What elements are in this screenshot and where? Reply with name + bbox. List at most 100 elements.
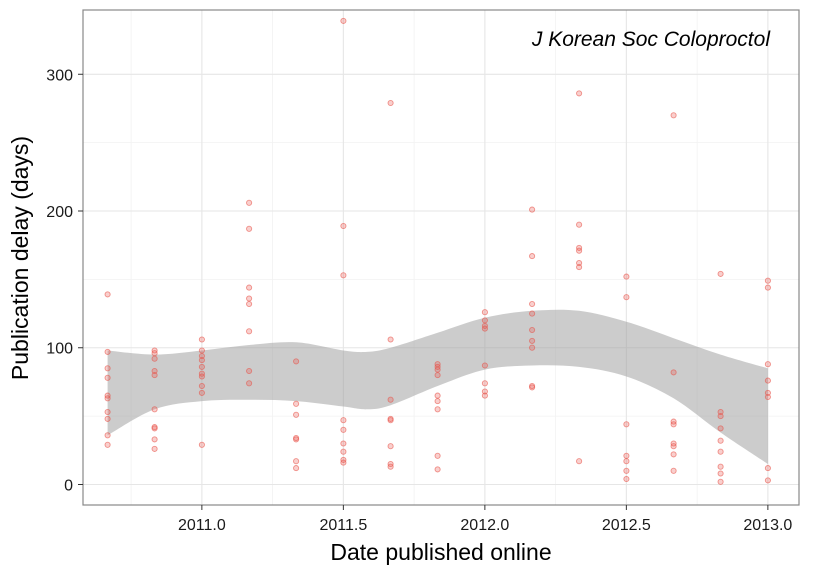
data-point (434, 406, 441, 413)
data-point (717, 463, 724, 470)
data-point (764, 377, 771, 384)
data-point (717, 413, 724, 420)
data-point (529, 310, 536, 317)
data-point (717, 448, 724, 455)
data-point (764, 361, 771, 368)
data-point (670, 421, 677, 428)
data-point (151, 367, 158, 375)
data-point (529, 344, 536, 351)
data-point (198, 336, 205, 343)
data-point (340, 17, 347, 24)
y-tick-label: 300 (46, 67, 73, 84)
data-point (246, 284, 253, 291)
data-point (717, 470, 724, 477)
data-point (151, 436, 158, 443)
data-point (151, 445, 158, 452)
data-point (717, 270, 724, 277)
data-point (529, 253, 536, 260)
plot-border (82, 9, 800, 506)
data-point (387, 463, 394, 470)
data-point (151, 406, 158, 413)
data-point (387, 396, 394, 403)
data-point (198, 352, 205, 360)
data-point (104, 348, 111, 355)
data-point (529, 384, 536, 391)
data-point (529, 206, 536, 213)
x-axis: 2011.0 2011.5 2012.0 2012.5 2013.0 (178, 505, 792, 534)
data-point (246, 199, 253, 206)
data-point (481, 309, 488, 316)
confidence-band (107, 309, 768, 464)
data-point (434, 466, 441, 473)
data-point (198, 441, 205, 448)
y-tick-label: 100 (46, 341, 73, 358)
data-point (198, 373, 205, 380)
data-point (340, 459, 347, 466)
data-point (576, 221, 583, 228)
data-point (434, 372, 441, 379)
data-point (293, 358, 300, 365)
data-point (481, 388, 488, 395)
data-point (481, 392, 488, 399)
data-point (340, 417, 347, 424)
data-point (293, 400, 300, 407)
plot-panel (83, 10, 799, 505)
data-point (481, 317, 488, 324)
data-point (387, 336, 394, 343)
x-axis-title: Date published online (330, 539, 551, 565)
data-point (670, 443, 677, 450)
data-point (340, 222, 347, 230)
data-point (293, 436, 300, 443)
data-point (529, 300, 536, 308)
data-point (434, 452, 441, 459)
data-point (764, 477, 771, 484)
data-point (387, 443, 394, 450)
x-tick-label: 2012.0 (460, 517, 509, 534)
data-point (623, 452, 630, 459)
data-point (293, 458, 300, 465)
data-point (387, 99, 394, 107)
data-point (576, 458, 583, 465)
data-point (246, 295, 253, 302)
data-point (340, 426, 347, 433)
data-point (623, 475, 630, 483)
x-tick-label: 2011.0 (178, 517, 226, 534)
data-point (151, 355, 158, 362)
data-point (764, 393, 771, 401)
x-tick-label: 2012.5 (602, 517, 651, 534)
data-point (198, 363, 205, 370)
data-point (576, 247, 583, 254)
x-tick-label: 2011.5 (319, 517, 367, 534)
data-point (104, 374, 111, 381)
data-point (104, 395, 111, 402)
data-point (764, 284, 771, 291)
data-point (104, 432, 111, 439)
data-point (717, 425, 724, 432)
data-point (670, 451, 677, 458)
data-point (529, 326, 536, 334)
data-point (387, 417, 394, 424)
data-point (764, 277, 771, 284)
data-point (104, 291, 111, 298)
data-point (670, 112, 677, 119)
y-tick-label: 0 (64, 477, 73, 494)
data-point (151, 425, 158, 432)
data-point (104, 415, 111, 422)
data-point (623, 294, 630, 301)
data-point (246, 380, 253, 387)
data-point (293, 465, 300, 472)
data-point (151, 350, 158, 357)
data-point (198, 389, 205, 396)
data-point (246, 328, 253, 335)
data-point (246, 367, 253, 375)
data-point (576, 259, 583, 267)
data-point (104, 408, 111, 416)
data-point (340, 272, 347, 279)
data-point (481, 325, 488, 332)
data-point (293, 411, 300, 418)
data-point (717, 478, 724, 485)
data-point (717, 437, 724, 444)
data-point (576, 90, 583, 97)
data-point (104, 365, 111, 372)
